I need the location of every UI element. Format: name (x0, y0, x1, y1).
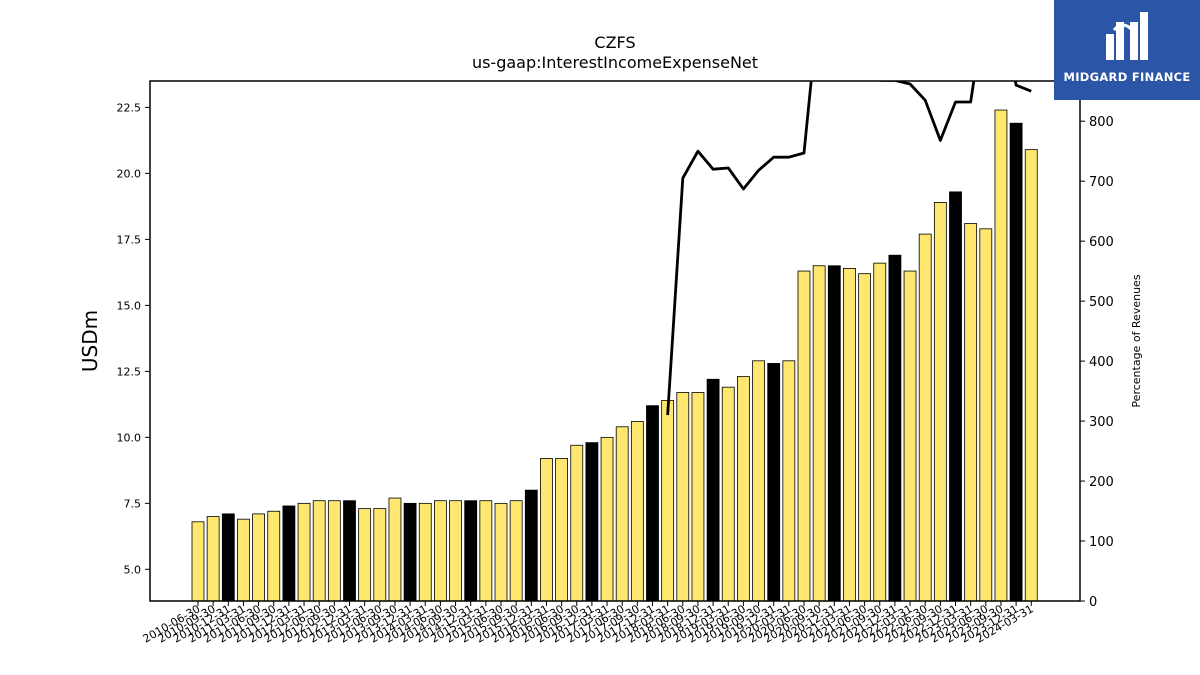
bar (479, 500, 493, 602)
bar (979, 228, 993, 602)
y-axis-label: USDm (78, 310, 102, 372)
y-tick-label: 7.5 (124, 497, 142, 510)
chart-subtitle: us-gaap:InterestIncomeExpenseNet (472, 53, 758, 72)
bars-layer (191, 109, 1038, 602)
y-axis: 5.0 7.5 10.0 12.5 15.0 17.5 20.0 22.5 (117, 101, 150, 576)
y-tick-label: 12.5 (117, 365, 142, 378)
bar (797, 270, 811, 602)
bar (494, 502, 508, 602)
y2-tick-label: 300 (1089, 415, 1114, 430)
bar (1009, 122, 1023, 602)
bar (237, 518, 250, 602)
midgard-m-logo-icon (1106, 12, 1148, 60)
brand-logo: MIDGARD FINANCE (1054, 0, 1200, 100)
y2-tick-label: 0 (1089, 595, 1097, 610)
bar (858, 273, 871, 602)
bar (358, 508, 372, 602)
series-line (666, 81, 1032, 416)
bar (388, 497, 402, 602)
bar (827, 265, 841, 602)
y-tick-label: 15.0 (117, 299, 142, 312)
bar (524, 489, 538, 602)
bar (721, 386, 735, 602)
bar (570, 444, 584, 602)
bar (782, 360, 796, 602)
bar (191, 521, 205, 602)
bar (555, 458, 568, 602)
y2-axis: 0 100 200 300 400 500 600 700 800 (1080, 115, 1114, 610)
bar (964, 223, 978, 602)
bar (221, 513, 235, 602)
bar (600, 436, 614, 602)
bar (585, 442, 599, 602)
bar (646, 405, 659, 602)
bar (403, 502, 417, 602)
y2-tick-label: 800 (1089, 115, 1114, 130)
bar (615, 426, 629, 602)
y-tick-label: 17.5 (117, 233, 142, 246)
bar (752, 360, 765, 602)
bar (661, 399, 675, 602)
bar (676, 392, 690, 602)
y-tick-label: 22.5 (117, 101, 142, 114)
bar (282, 505, 296, 602)
bar (691, 392, 705, 602)
y-tick-label: 10.0 (117, 431, 142, 444)
bar (767, 363, 781, 602)
bar (449, 500, 462, 602)
bar (509, 500, 523, 602)
y2-axis-label: Percentage of Revenues (1130, 274, 1143, 407)
x-axis: 2010-06-302010-09-302010-12-312011-03-31… (141, 601, 1036, 646)
bar (267, 510, 281, 602)
bar (812, 265, 826, 602)
bar (327, 500, 341, 602)
bar (888, 254, 902, 602)
y2-tick-label: 500 (1089, 295, 1114, 310)
bar (903, 270, 917, 602)
plot-frame (149, 80, 1081, 602)
bar (873, 262, 887, 602)
y2-tick-label: 400 (1089, 355, 1114, 370)
bar (949, 191, 962, 602)
bar (206, 516, 220, 602)
y2-tick-label: 100 (1089, 535, 1114, 550)
bar (418, 502, 432, 602)
bar (843, 268, 856, 602)
bar (343, 500, 356, 602)
bar (433, 500, 447, 602)
bar (312, 500, 326, 602)
y-tick-label: 20.0 (117, 167, 142, 180)
brand-name: MIDGARD FINANCE (1063, 70, 1191, 84)
y2-tick-label: 700 (1089, 175, 1114, 190)
bar (297, 502, 311, 602)
bar (1024, 149, 1038, 602)
bar (464, 500, 478, 602)
y2-tick-label: 200 (1089, 475, 1114, 490)
bar (994, 109, 1008, 602)
bar (918, 233, 932, 602)
y-tick-label: 5.0 (124, 563, 142, 576)
bar (540, 458, 553, 602)
bar (630, 421, 644, 602)
y2-tick-label: 600 (1089, 235, 1114, 250)
line-layer (666, 81, 1032, 416)
bar (737, 376, 750, 602)
bar (706, 378, 720, 602)
chart-title: CZFS (594, 33, 635, 52)
bar (373, 508, 387, 602)
bar (933, 202, 947, 602)
bar (252, 513, 266, 602)
